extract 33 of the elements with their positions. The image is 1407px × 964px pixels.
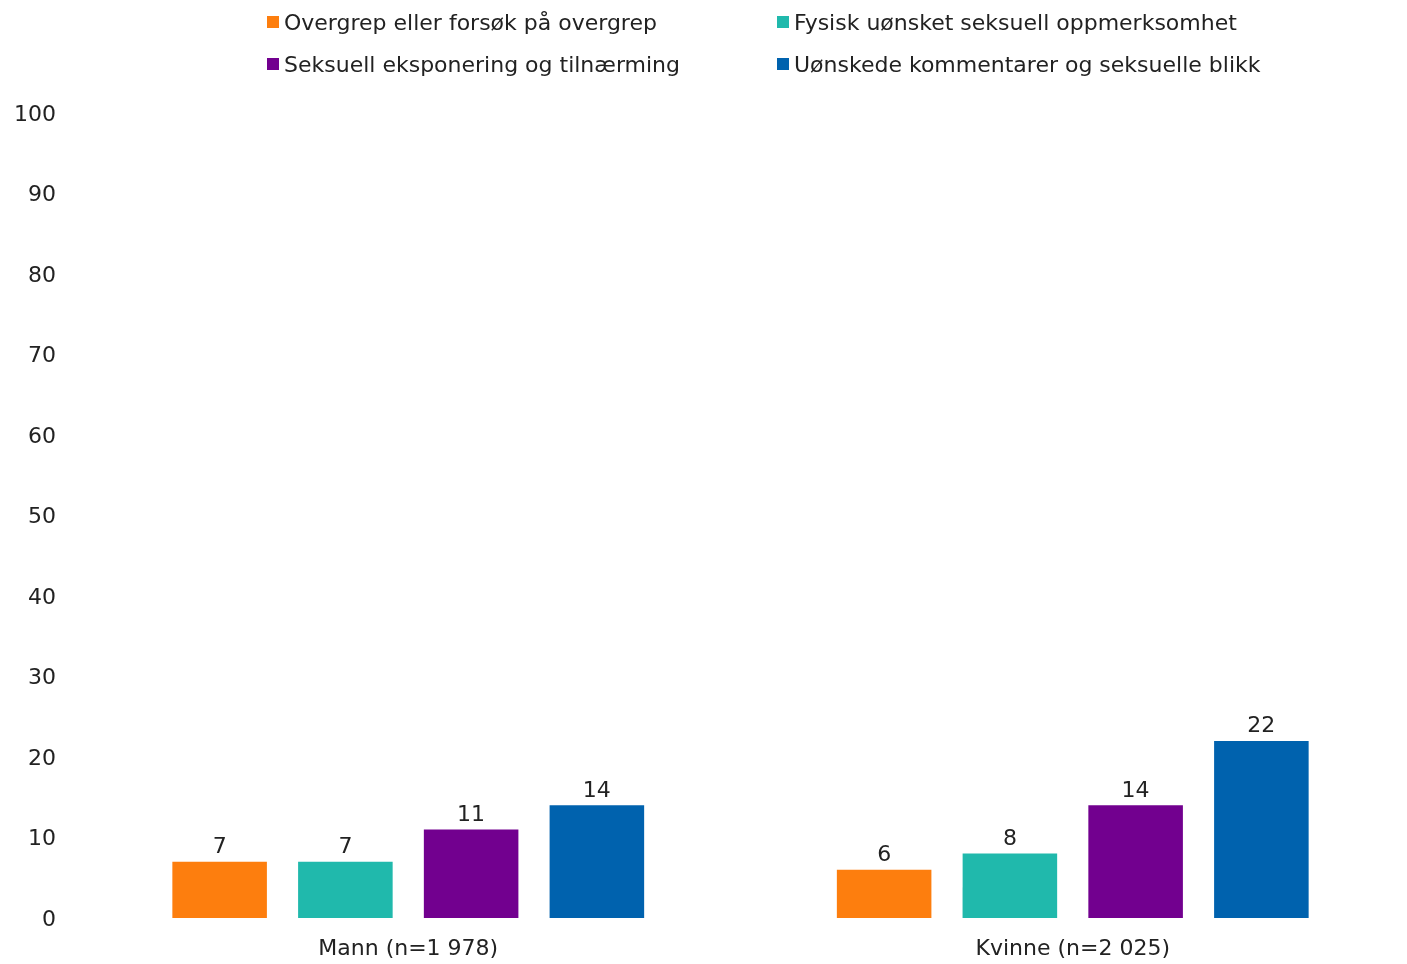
data-label: 14 [582, 776, 611, 802]
bar [836, 869, 932, 918]
bar [1214, 740, 1309, 918]
y-tick-label: 40 [28, 583, 56, 609]
y-tick-label: 80 [28, 261, 56, 287]
y-tick-label: 100 [14, 100, 56, 126]
y-tick-label: 90 [28, 181, 56, 206]
y-tick-label: 30 [28, 664, 56, 689]
legend-label: Fysisk uønsket seksuell oppmerksomhet [794, 9, 1238, 35]
y-tick-label: 50 [28, 503, 56, 528]
bar [962, 853, 1058, 918]
y-tick-label: 70 [28, 342, 56, 367]
legend-label: Uønskede kommentarer og seksuelle blikk [794, 51, 1261, 77]
data-label: 11 [457, 800, 486, 826]
x-tick-label: Kvinne (n=2 025) [975, 934, 1170, 960]
x-tick-label: Mann (n=1 978) [318, 934, 499, 960]
data-label: 14 [1121, 776, 1150, 802]
y-tick-label: 10 [28, 825, 56, 850]
data-label: 7 [212, 833, 227, 859]
bar [549, 805, 645, 918]
y-tick-label: 60 [28, 422, 56, 448]
data-label: 8 [1002, 825, 1017, 851]
legend-label: Overgrep eller forsøk på overgrep [284, 9, 657, 35]
bar [172, 861, 267, 918]
bar [1088, 805, 1183, 918]
data-label: 7 [338, 833, 353, 859]
data-label: 6 [877, 841, 892, 867]
y-tick-label: 0 [42, 905, 56, 931]
y-tick-label: 20 [28, 744, 56, 770]
bar [423, 829, 519, 918]
legend-label: Seksuell eksponering og tilnærming [284, 51, 681, 77]
data-label: 22 [1247, 712, 1276, 738]
bar [298, 861, 393, 918]
